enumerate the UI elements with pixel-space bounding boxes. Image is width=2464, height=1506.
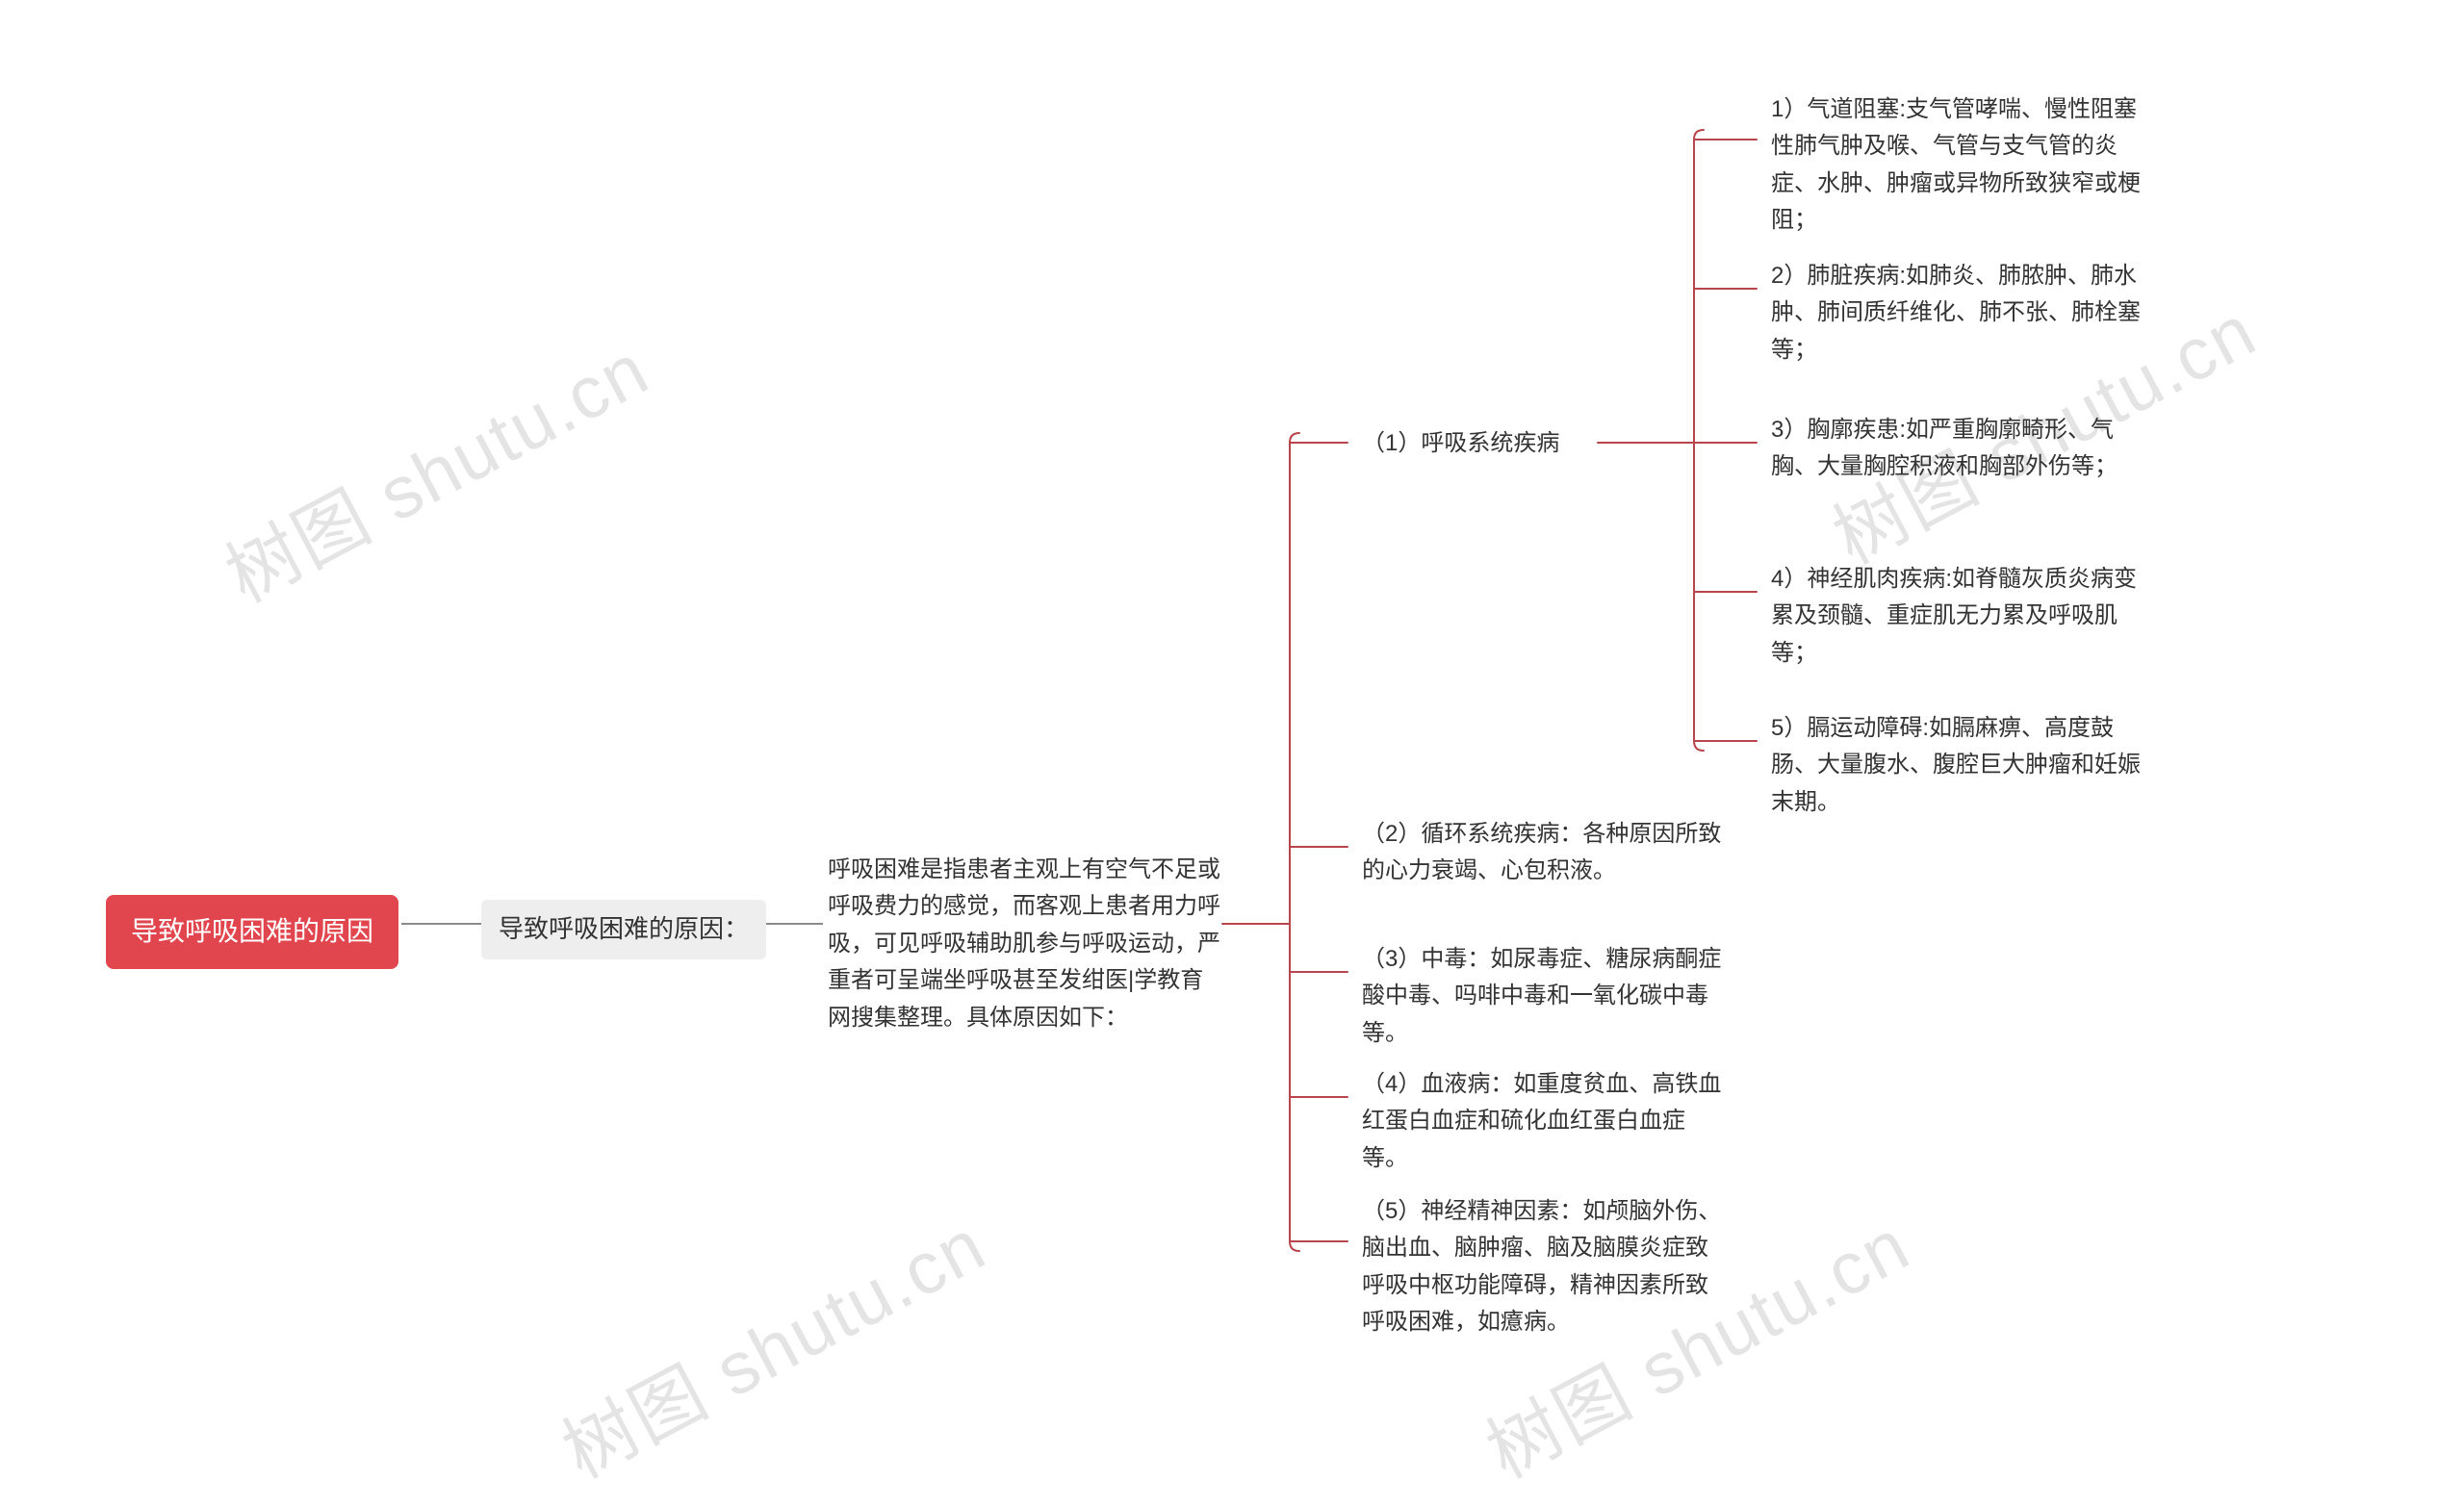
l3-item-circulatory[interactable]: （2）循环系统疾病：各种原因所致的心力衰竭、心包积液。 <box>1362 816 1728 890</box>
watermark: 树图 shutu.cn <box>541 1187 1001 1498</box>
watermark: 树图 shutu.cn <box>204 311 664 623</box>
l3-item-respiratory[interactable]: （1）呼吸系统疾病 <box>1362 425 1559 462</box>
l4-item-3[interactable]: 3）胸廓疾患:如严重胸廓畸形、气胸、大量胸腔积液和胸部外伤等； <box>1771 412 2156 486</box>
l3-item-blood[interactable]: （4）血液病：如重度贫血、高铁血红蛋白血症和硫化血红蛋白血症等。 <box>1362 1066 1728 1177</box>
l3-item-poisoning[interactable]: （3）中毒：如尿毒症、糖尿病酮症酸中毒、吗啡中毒和一氧化碳中毒等。 <box>1362 941 1728 1052</box>
level1-node[interactable]: 导致呼吸困难的原因： <box>481 900 766 959</box>
l3-item-neuro[interactable]: （5）神经精神因素：如颅脑外伤、脑出血、脑肿瘤、脑及脑膜炎症致呼吸中枢功能障碍，… <box>1362 1193 1728 1341</box>
l4-item-2[interactable]: 2）肺脏疾病:如肺炎、肺脓肿、肺水肿、肺间质纤维化、肺不张、肺栓塞等； <box>1771 258 2156 369</box>
l4-item-1[interactable]: 1）气道阻塞:支气管哮喘、慢性阻塞性肺气肿及喉、气管与支气管的炎症、水肿、肿瘤或… <box>1771 91 2156 240</box>
root-node[interactable]: 导致呼吸困难的原因 <box>106 895 398 969</box>
l4-item-5[interactable]: 5）膈运动障碍:如膈麻痹、高度鼓肠、大量腹水、腹腔巨大肿瘤和妊娠末期。 <box>1771 710 2156 821</box>
mindmap-canvas: 树图 shutu.cn 树图 shutu.cn 树图 shutu.cn 树图 s… <box>0 0 2464 1506</box>
l4-item-4[interactable]: 4）神经肌肉疾病:如脊髓灰质炎病变累及颈髓、重症肌无力累及呼吸肌等； <box>1771 561 2156 672</box>
level2-description[interactable]: 呼吸困难是指患者主观上有空气不足或呼吸费力的感觉，而客观上患者用力呼吸，可见呼吸… <box>828 852 1222 1036</box>
